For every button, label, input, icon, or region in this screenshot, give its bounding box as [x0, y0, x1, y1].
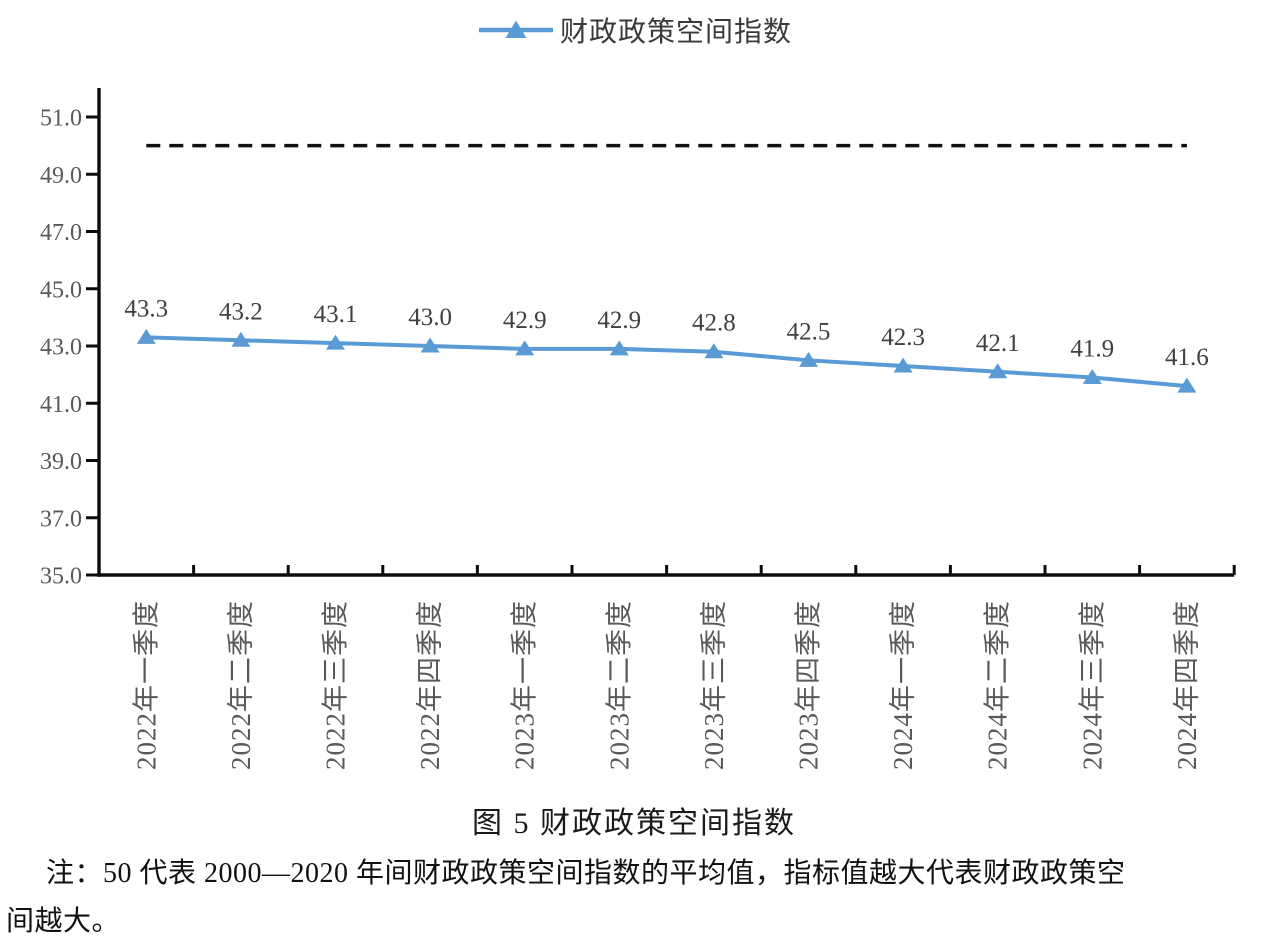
x-axis-category-label: 2024年四季度 [1172, 600, 1202, 770]
y-axis-tick-label: 49.0 [40, 163, 82, 189]
data-point-label: 42.9 [503, 307, 547, 334]
x-axis-category-label: 2024年三季度 [1077, 600, 1107, 770]
x-axis-category-label: 2023年一季度 [510, 600, 540, 770]
figure-note: 注：50 代表 2000—2020 年间财政政策空间指数的平均值，指标值越大代表… [0, 850, 1268, 946]
y-axis-tick-label: 43.0 [40, 335, 82, 361]
y-axis-tick-label: 35.0 [40, 564, 82, 590]
x-axis-category-label: 2023年四季度 [794, 600, 824, 770]
data-point-label: 43.2 [219, 298, 263, 325]
data-point-marker [704, 343, 724, 359]
data-point-marker [1082, 368, 1102, 384]
y-axis-tick-label: 39.0 [40, 449, 82, 475]
data-point-label: 42.5 [787, 318, 831, 345]
data-point-label: 41.6 [1165, 344, 1209, 371]
y-axis-tick-label: 47.0 [40, 220, 82, 246]
data-point-label: 43.0 [408, 304, 452, 331]
data-point-label: 41.9 [1070, 335, 1114, 362]
note-line-2: 间越大。 [6, 906, 121, 937]
y-axis-tick-label: 45.0 [40, 277, 82, 303]
note-line-1: 注：50 代表 2000—2020 年间财政政策空间指数的平均值，指标值越大代表… [46, 858, 1126, 889]
data-point-marker [799, 351, 818, 367]
legend-line-marker-icon [478, 20, 553, 38]
data-point-label: 43.1 [314, 301, 358, 328]
y-axis-tick-label: 41.0 [40, 392, 82, 418]
chart-canvas: 35.0 37.0 39.0 41.0 43.0 45.0 47.0 49.0 51.0 43.3… [40, 88, 1236, 770]
data-point-marker [988, 363, 1008, 379]
y-axis-tick-label: 37.0 [40, 506, 82, 532]
data-point-label: 42.8 [692, 310, 736, 337]
data-point-marker [893, 357, 913, 373]
x-axis-category-label: 2022年四季度 [415, 600, 445, 770]
data-point-marker [231, 331, 251, 347]
data-point-marker [420, 337, 440, 353]
legend-label: 财政政策空间指数 [559, 17, 792, 48]
x-axis-category-label: 2022年二季度 [226, 600, 256, 770]
y-axis-tick-label: 51.0 [40, 106, 82, 132]
x-axis-category-label: 2023年二季度 [604, 600, 634, 770]
chart-legend: 财政政策空间指数 [0, 10, 1268, 50]
x-axis-category-label: 2022年三季度 [321, 600, 351, 770]
data-point-label: 42.3 [881, 324, 925, 351]
figure-caption: 图 5 财政政策空间指数 [472, 807, 796, 840]
data-point-marker [136, 328, 156, 344]
x-axis-category-label: 2024年二季度 [983, 600, 1013, 770]
data-point-marker [1177, 377, 1197, 393]
data-point-label: 42.9 [597, 307, 641, 334]
data-point-marker [515, 340, 535, 356]
data-point-marker [326, 334, 345, 350]
data-point-marker [609, 340, 629, 356]
series-line [146, 335, 1188, 389]
x-axis-category-label: 2023年三季度 [699, 600, 729, 770]
legend-triangle-marker-icon [505, 20, 527, 38]
x-axis-category-label: 2024年一季度 [888, 600, 918, 770]
x-axis-category-label: 2022年一季度 [131, 600, 161, 770]
data-point-label: 42.1 [976, 330, 1020, 357]
data-point-label: 43.3 [124, 295, 168, 322]
